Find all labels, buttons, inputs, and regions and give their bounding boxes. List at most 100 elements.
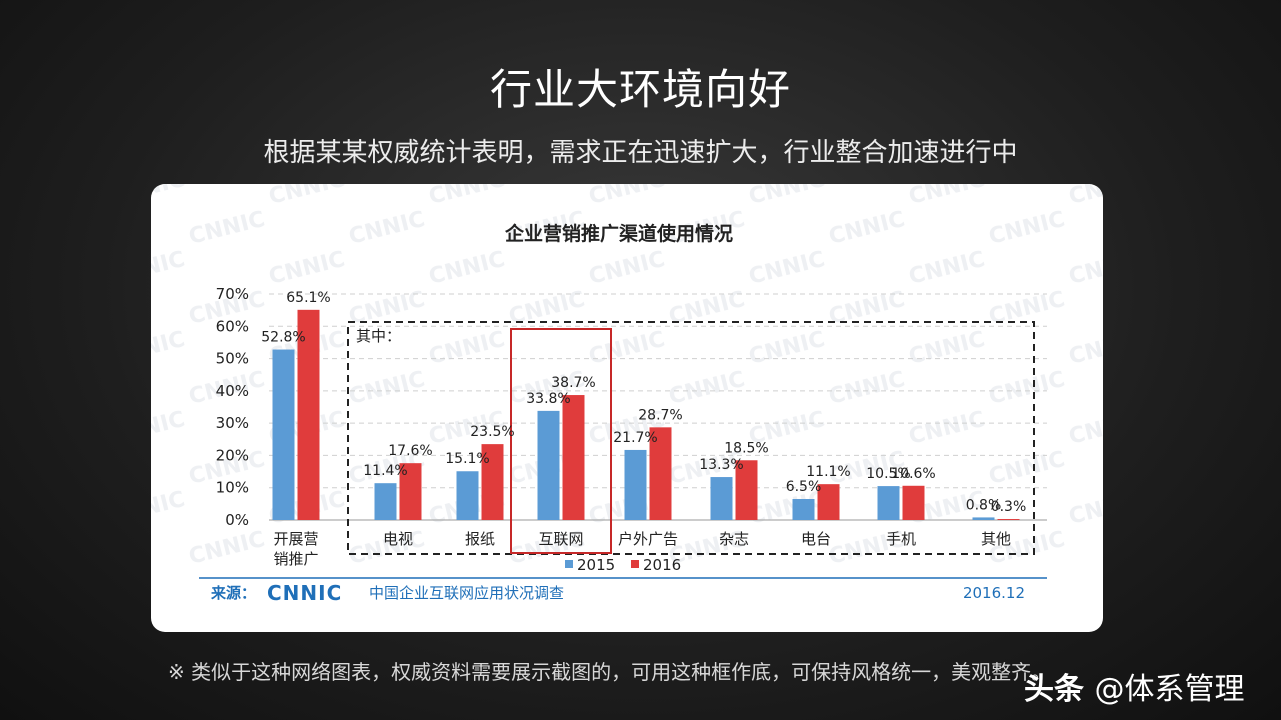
watermark-text: CNNIC [666,287,747,330]
y-tick-label: 50% [216,350,249,368]
watermark-text: CNNIC [151,487,187,530]
watermark-text: CNNIC [906,184,987,210]
y-tick-label: 30% [216,414,249,432]
value-label-2016-1: 17.6% [388,443,432,459]
x-tick-label-2: 报纸 [465,530,495,548]
bar-2015-4 [624,449,647,520]
watermark-text: CNNIC [151,184,187,210]
x-tick-label-0: 开展营销推广 [273,530,318,568]
value-label-2015-4: 21.7% [613,430,657,446]
value-label-2015-8: 0.8% [966,497,1002,513]
legend-label-2015: 2015 [577,556,615,574]
watermark-text: CNNIC [346,367,427,410]
watermark-text: CNNIC [346,287,427,330]
slide-title: 行业大环境向好 [489,65,791,114]
group-label: 其中： [356,327,401,345]
watermark-text: CNNIC [586,184,667,210]
watermark-text: CNNIC [986,367,1067,410]
footnote: ※ 类似于这种网络图表，权威资料需要展示截图的，可用这种框作底，可保持风格统一，… [168,660,1052,684]
watermark-text: CNNIC [586,327,667,370]
slide-subtitle: 根据某某权威统计表明，需求正在迅速扩大，行业整合加速进行中 [263,138,1018,168]
watermark-text: CNNIC [826,367,907,410]
legend-swatch-2016 [631,560,639,568]
source-label: 来源： [210,584,256,602]
chart-title: 企业营销推广渠道使用情况 [504,222,733,245]
watermark-text: CNNIC [986,447,1067,490]
bar-2016-0 [297,309,320,520]
bar-2015-3 [537,410,560,520]
value-label-2015-7: 10.5% [866,466,910,482]
value-label-2015-5: 13.3% [699,457,743,473]
watermark-text: CNNIC [746,327,827,370]
value-label-2015-2: 15.1% [445,451,489,467]
value-label-2016-4: 28.7% [638,407,682,423]
value-label-2016-0: 65.1% [286,290,330,306]
x-tick-label-3: 互联网 [538,530,583,548]
value-label-2015-1: 11.4% [363,463,407,479]
watermark-text: CNNIC [266,247,347,290]
bar-2015-5 [710,477,733,520]
watermark-text: CNNIC [986,207,1067,250]
cnnic-logo: CNNIC [267,581,342,605]
watermark-text: CNNIC [826,287,907,330]
x-tick-label-7: 手机 [886,530,916,548]
watermark-text: CNNIC [151,247,187,290]
watermark-text: CNNIC [1066,247,1103,290]
legend-label-2016: 2016 [643,556,681,574]
y-tick-label: 0% [225,511,249,529]
watermark-text: CNNIC [986,287,1067,330]
bar-2016-3 [562,395,585,520]
watermark-text: CNNIC [906,327,987,370]
watermark-text: CNNIC [151,327,187,370]
watermark-text: CNNIC [666,367,747,410]
x-tick-label-5: 杂志 [719,530,749,548]
chart-card: CNNIC CNNIC CNNIC CNNIC CNNIC CNNIC CNNIC CNNIC… [151,184,1103,632]
bar-2015-0 [272,349,295,520]
watermark-text: CNNIC [426,184,507,210]
bar-2015-2 [456,471,479,520]
value-label-2016-8: 0.3% [991,499,1027,515]
bar-2016-8 [997,519,1020,520]
bar-2016-2 [481,444,504,520]
watermark-text: CNNIC [746,184,827,210]
watermark-text: CNNIC [1066,327,1103,370]
watermark-text: CNNIC [506,287,587,330]
watermark-text: CNNIC [346,207,427,250]
x-tick-label-1: 电视 [383,530,413,548]
legend-swatch-2015 [565,560,573,568]
bar-2016-6 [817,484,840,520]
watermark-text: CNNIC [426,247,507,290]
value-label-2016-6: 11.1% [806,464,850,480]
bar-2016-4 [649,427,672,520]
x-tick-label-4: 户外广告 [618,530,678,548]
watermark-text: CNNIC [151,407,187,450]
watermark-text: CNNIC [266,184,347,210]
value-label-2016-2: 23.5% [470,424,514,440]
watermark-text: CNNIC [906,407,987,450]
x-tick-label-6: 电台 [801,530,831,548]
highlight-box [510,328,612,554]
watermark-text: CNNIC [586,247,667,290]
watermark-text: CNNIC [906,247,987,290]
bar-2016-5 [735,460,758,520]
y-tick-label: 20% [216,446,249,464]
bar-2015-7 [877,486,900,520]
value-label-2015-0: 52.8% [261,330,305,346]
bar-2015-8 [972,517,995,520]
y-tick-label: 10% [216,479,249,497]
watermark-text: CNNIC [186,527,267,570]
watermark-text: CNNIC [426,327,507,370]
watermark-text: CNNIC [1066,184,1103,210]
x-tick-label-8: 其他 [981,530,1011,548]
bar-chart: CNNIC CNNIC CNNIC CNNIC CNNIC CNNIC CNNICCNNIC… [151,184,1103,605]
source-text: 中国企业互联网应用状况调查 [369,584,564,602]
group-dashed-box [347,321,1035,555]
y-tick-label: 60% [216,317,249,335]
watermark-text: CNNIC [826,207,907,250]
value-label-2016-5: 18.5% [724,440,768,456]
value-label-2016-7: 10.6% [891,466,935,482]
y-tick-label: 40% [216,382,249,400]
watermark-text: CNNIC [1066,407,1103,450]
brand-name: 头条 [1024,672,1084,707]
bar-2016-1 [399,463,422,520]
